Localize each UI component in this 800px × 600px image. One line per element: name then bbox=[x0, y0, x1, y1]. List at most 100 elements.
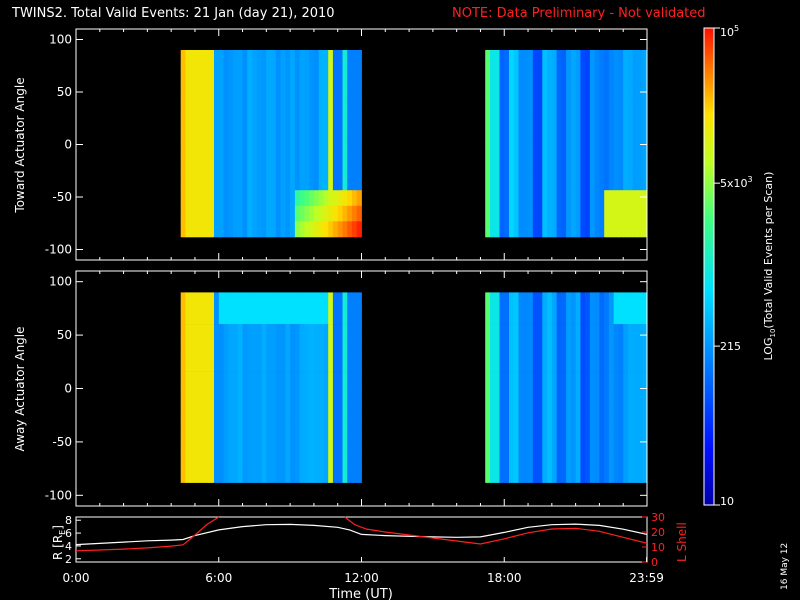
heatmap-cell bbox=[195, 355, 201, 372]
heatmap-cell bbox=[618, 221, 624, 238]
heatmap-cell bbox=[247, 174, 253, 191]
heatmap-cell bbox=[233, 96, 239, 113]
heatmap-cell bbox=[214, 355, 220, 372]
heatmap-cell bbox=[547, 466, 553, 483]
heatmap-cell bbox=[261, 127, 267, 144]
heatmap-cell bbox=[214, 190, 220, 207]
heatmap-cell bbox=[242, 371, 248, 388]
heatmap-cell bbox=[195, 324, 201, 341]
heatmap-cell bbox=[490, 324, 496, 341]
heatmap-cell bbox=[523, 65, 529, 82]
heatmap-cell bbox=[485, 435, 491, 452]
heatmap-cell bbox=[632, 387, 638, 404]
heatmap-cell bbox=[323, 355, 329, 372]
heatmap-cell bbox=[556, 450, 562, 467]
heatmap-cell bbox=[261, 65, 267, 82]
heatmap-cell bbox=[299, 205, 305, 222]
heatmap-cell bbox=[252, 324, 258, 341]
heatmap-cell bbox=[352, 50, 358, 66]
heatmap-cell bbox=[532, 292, 538, 309]
heatmap-cell bbox=[299, 435, 305, 452]
heatmap-cell bbox=[485, 387, 491, 404]
heatmap-cell bbox=[328, 435, 334, 452]
heatmap-cell bbox=[233, 324, 239, 341]
heatmap-cell bbox=[490, 221, 496, 238]
heatmap-cell bbox=[195, 65, 201, 82]
heatmap-cell bbox=[214, 159, 220, 175]
heatmap-cell bbox=[318, 96, 324, 113]
heatmap-cell bbox=[261, 96, 267, 113]
heatmap-cell bbox=[247, 205, 253, 222]
heatmap-cell bbox=[580, 81, 586, 98]
heatmap-cell bbox=[504, 419, 510, 436]
heatmap-cell bbox=[309, 403, 315, 420]
heatmap-cell bbox=[266, 387, 272, 404]
heatmap-cell bbox=[490, 174, 496, 191]
heatmap-cell bbox=[509, 112, 515, 129]
toward-ytick-label: 50 bbox=[57, 85, 72, 99]
heatmap-cell bbox=[509, 81, 515, 98]
heatmap-cell bbox=[347, 81, 353, 98]
heatmap-cell bbox=[570, 221, 577, 238]
time-tick-label: 12:00 bbox=[344, 571, 379, 585]
heatmap-cell bbox=[218, 96, 224, 113]
heatmap-cell bbox=[490, 50, 496, 66]
heatmap-cell bbox=[347, 292, 353, 309]
heatmap-cell bbox=[509, 292, 515, 309]
heatmap-cell bbox=[323, 159, 329, 175]
heatmap-cell bbox=[608, 387, 615, 404]
heatmap-cell bbox=[490, 81, 496, 98]
heatmap-cell bbox=[599, 292, 605, 309]
heatmap-cell bbox=[337, 435, 343, 452]
heatmap-cell bbox=[347, 387, 353, 404]
heatmap-cell bbox=[275, 387, 282, 404]
heatmap-cell bbox=[195, 205, 201, 222]
heatmap-cell bbox=[485, 403, 491, 420]
heatmap-cell bbox=[575, 308, 581, 325]
heatmap-cell bbox=[261, 174, 267, 191]
heatmap-cell bbox=[547, 174, 553, 191]
heatmap-cell bbox=[608, 50, 615, 66]
heatmap-cell bbox=[304, 81, 310, 98]
heatmap-cell bbox=[613, 466, 619, 483]
heatmap-cell bbox=[347, 450, 353, 467]
heatmap-cell bbox=[228, 450, 234, 467]
heatmap-cell bbox=[256, 419, 262, 436]
heatmap-cell bbox=[290, 205, 296, 222]
heatmap-cell bbox=[223, 127, 229, 144]
heatmap-cell bbox=[547, 339, 553, 357]
heatmap-cell bbox=[223, 65, 229, 82]
heatmap-cell bbox=[551, 355, 557, 372]
heatmap-cell bbox=[180, 65, 186, 82]
heatmap-cell bbox=[309, 324, 315, 341]
heatmap-cell bbox=[518, 292, 524, 309]
heatmap-cell bbox=[494, 174, 500, 191]
heatmap-cell bbox=[556, 65, 562, 82]
heatmap-cell bbox=[195, 308, 201, 325]
heatmap-cell bbox=[290, 308, 296, 325]
heatmap-cell bbox=[190, 292, 196, 309]
heatmap-cell bbox=[556, 81, 562, 98]
heatmap-cell bbox=[518, 205, 524, 222]
heatmap-cell bbox=[509, 324, 515, 341]
heatmap-cell bbox=[285, 466, 291, 483]
heatmap-cell bbox=[542, 50, 548, 66]
heatmap-cell bbox=[323, 81, 329, 98]
heatmap-cell bbox=[280, 112, 286, 129]
heatmap-cell bbox=[294, 324, 301, 341]
heatmap-cell bbox=[490, 371, 496, 388]
heatmap-cell bbox=[214, 324, 220, 341]
heatmap-cell bbox=[599, 50, 605, 66]
heatmap-cell bbox=[637, 143, 643, 160]
heatmap-cell bbox=[261, 435, 267, 452]
heatmap-cell bbox=[485, 355, 491, 372]
heatmap-cell bbox=[513, 371, 519, 388]
heatmap-cell bbox=[328, 403, 334, 420]
heatmap-cell bbox=[509, 355, 515, 372]
heatmap-cell bbox=[494, 96, 500, 113]
heatmap-cell bbox=[313, 324, 320, 341]
heatmap-cell bbox=[547, 292, 553, 309]
heatmap-cell bbox=[328, 419, 334, 436]
orbit-frame bbox=[75, 516, 648, 563]
heatmap-cell bbox=[537, 205, 543, 222]
